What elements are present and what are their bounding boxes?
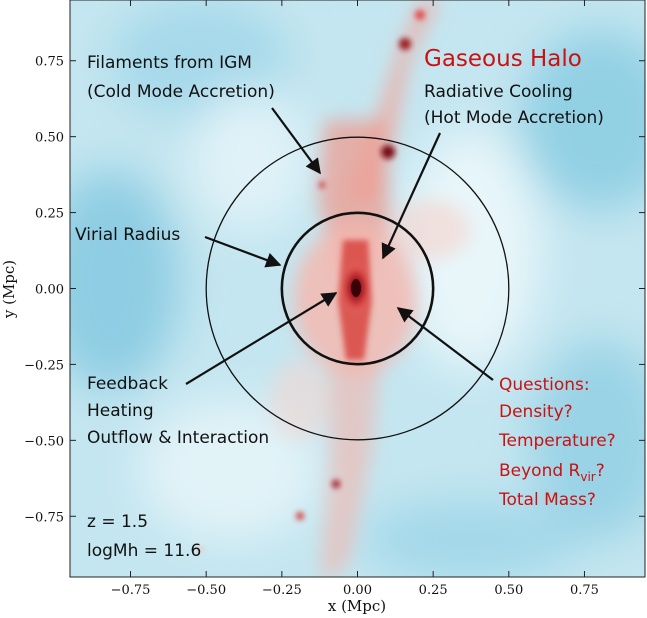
feedback-line3: Outflow & Interaction: [87, 428, 269, 448]
feedback-arrow: [185, 292, 338, 385]
beyond-suffix: ?: [596, 461, 605, 481]
filaments-line2: (Cold Mode Accretion): [87, 82, 275, 102]
x-tick-label: 0.50: [494, 583, 523, 598]
x-tick-label: 0.25: [419, 583, 448, 598]
x-tick-label: −0.50: [186, 583, 226, 598]
halo-mass-label: logMh = 11.6: [87, 541, 201, 561]
radiative-cooling-line1: Radiative Cooling: [424, 82, 573, 102]
feedback-line1: Feedback: [87, 374, 168, 394]
y-tick-label: −0.50: [24, 434, 64, 449]
questions-temperature: Temperature?: [498, 431, 616, 451]
beyond-prefix: Beyond R: [499, 461, 581, 481]
density-map: [70, 0, 645, 577]
questions-beyond-rvir: Beyond Rvir?: [499, 461, 605, 484]
gaseous-halo-title: Gaseous Halo: [424, 46, 582, 72]
outer-circle: [205, 136, 510, 441]
questions-density: Density?: [499, 402, 573, 422]
virial-circles: [205, 136, 510, 441]
feedback-line2: Heating: [87, 401, 154, 421]
y-tick-label: −0.75: [24, 510, 64, 525]
questions-arrow: [396, 307, 494, 381]
virial-radius-arrow: [204, 235, 282, 268]
y-tick-label: 0.25: [35, 207, 64, 222]
questions-total-mass: Total Mass?: [498, 490, 596, 510]
annotation-arrows: [185, 107, 494, 385]
y-axis-ticks: 0.75 0.50 0.25 0.00 −0.25 −0.50 −0.75: [24, 55, 645, 525]
x-tick-label: −0.25: [262, 583, 302, 598]
x-axis-label: x (Mpc): [328, 597, 386, 615]
virial-radius-label: Virial Radius: [75, 225, 180, 245]
filaments-arrow: [271, 107, 321, 175]
y-tick-label: −0.25: [24, 358, 64, 373]
y-tick-label: 0.50: [35, 131, 64, 146]
x-tick-label: 0.00: [343, 583, 372, 598]
virial-radius-circle: [280, 211, 435, 366]
y-tick-label: 0.00: [35, 283, 64, 298]
radiative-cooling-arrow: [381, 132, 442, 260]
rvir-subscript: vir: [580, 470, 595, 484]
redshift-label: z = 1.5: [87, 512, 148, 532]
x-tick-label: 0.75: [570, 583, 599, 598]
questions-title: Questions:: [499, 375, 590, 395]
x-axis-ticks: −0.75 −0.50 −0.25 0.00 0.25 0.50 0.75: [111, 0, 599, 598]
filaments-line1: Filaments from IGM: [87, 53, 252, 73]
y-axis-label: y (Mpc): [0, 260, 18, 319]
y-tick-label: 0.75: [35, 55, 64, 70]
x-tick-label: −0.75: [111, 583, 151, 598]
radiative-cooling-line2: (Hot Mode Accretion): [424, 108, 604, 128]
